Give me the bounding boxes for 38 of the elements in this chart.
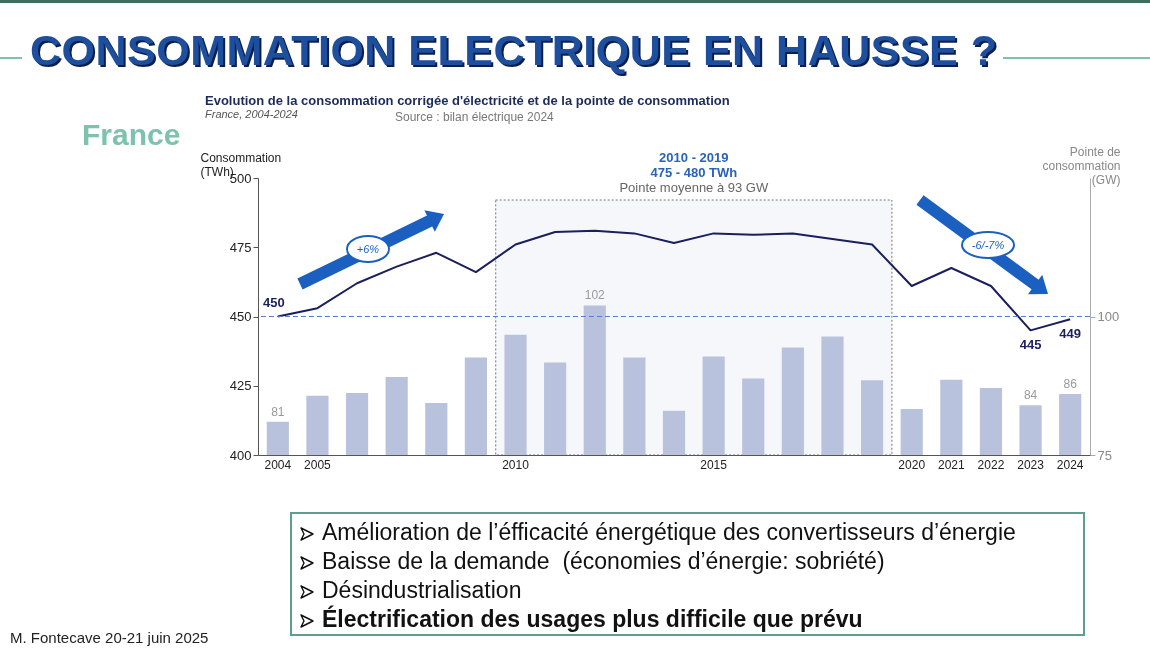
chart-subtitle: France, 2004-2024 (205, 108, 298, 120)
y-tick-label: 425 (229, 378, 252, 394)
x-tick-label: 2004 (264, 457, 292, 472)
x-tick-label: 2022 (977, 457, 1005, 472)
data-label: 86 (1063, 377, 1078, 392)
text: Électrification des usages plus difficile que prévu (322, 606, 863, 632)
text: Désindustrialisation (322, 577, 522, 603)
y-tick-label: 475 (229, 239, 252, 255)
annotation: 475 - 480 TWh (650, 165, 738, 180)
y-tick-label: 450 (229, 309, 252, 324)
data-label: 445 (1019, 337, 1042, 353)
annotation: +6% (356, 243, 380, 255)
annotation: -6/-7% (971, 239, 1005, 251)
data-label: 450 (262, 294, 285, 310)
x-tick-label: 2023 (1017, 457, 1045, 472)
x-tick-label: 2010 (502, 457, 530, 472)
data-label: 81 (271, 404, 285, 419)
x-tick-label: 2020 (898, 457, 926, 472)
text: M. Fontecave 20-21 juin 2025 (10, 629, 209, 646)
text: 2010 - 2019 (659, 150, 729, 165)
y2-tick-label: 75 (1097, 447, 1112, 463)
text: Baisse de la demande (économies d’énergie: sobriété) (322, 548, 885, 574)
data-label: 102 (584, 288, 606, 303)
text: Amélioration de l’éfficacité énergétique des convertisseurs d’énergie (322, 519, 1016, 545)
text: France (82, 118, 181, 152)
data-label: 84 (1023, 388, 1038, 403)
x-tick-label: 2024 (1056, 457, 1084, 472)
chart-title: Evolution de la consommation corrigée d'électricité et de la pointe de consommation (205, 93, 730, 108)
x-tick-label: 2005 (304, 457, 332, 472)
y2-tick-label: 100 (1097, 309, 1120, 324)
band-label: Pointe moyenne à 93 GW (619, 180, 769, 195)
x-tick-label: 2021 (937, 457, 965, 472)
x-tick-label: 2015 (700, 457, 728, 472)
y2-axis-title: Pointe de consommation (GW) (1042, 144, 1121, 187)
data-label: 449 (1059, 326, 1082, 342)
y-tick-label: 400 (229, 447, 252, 463)
source-note: Source : bilan électrique 2024 (395, 110, 554, 124)
text: CONSOMMATION ELECTRIQUE EN HAUSSE ? (30, 26, 998, 75)
